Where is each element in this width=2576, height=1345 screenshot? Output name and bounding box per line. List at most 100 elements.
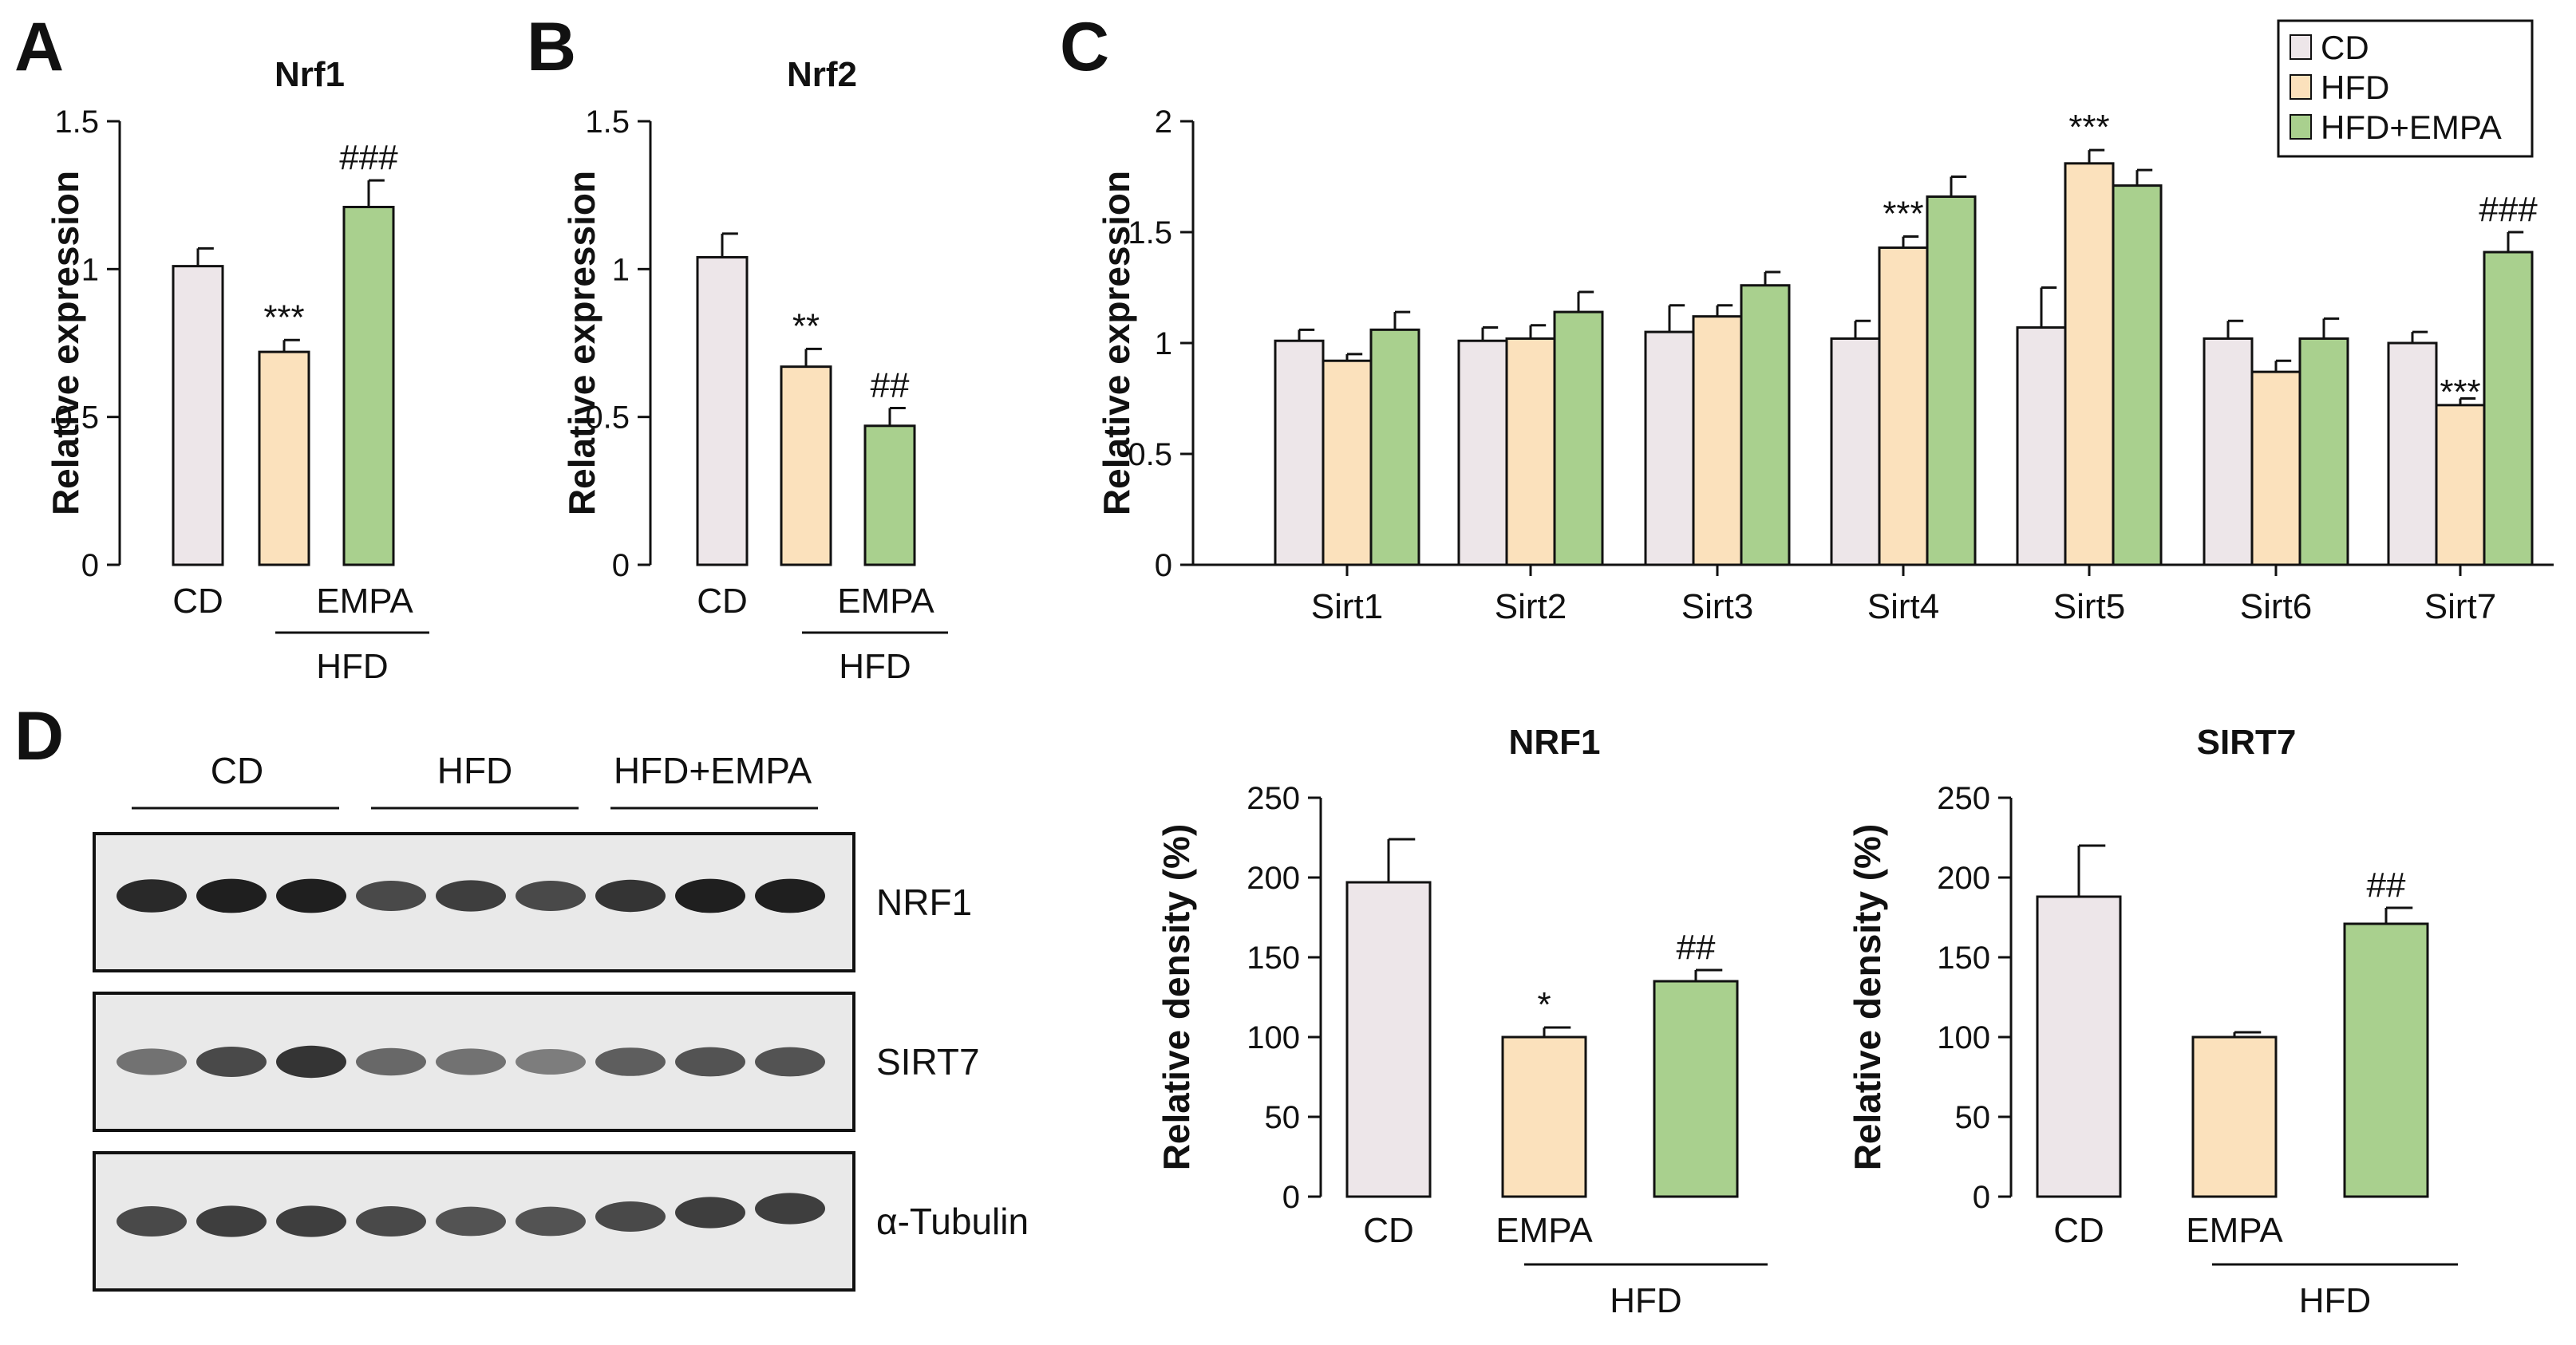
blot-band xyxy=(196,1205,267,1237)
blot-band xyxy=(675,878,745,913)
panel-d2-y-tick-label: 100 xyxy=(1937,1020,1990,1055)
blot-band xyxy=(436,880,506,912)
panel-c-bar-sirt1-hfd-empa xyxy=(1369,328,1420,566)
panel-c-y-tick-label: 0.5 xyxy=(1128,437,1172,472)
panel-d1-bar-hfd-empa xyxy=(1653,980,1739,1198)
panel-c-bar-sirt7-hfd xyxy=(2435,404,2486,566)
blot-band xyxy=(516,1049,586,1075)
blot-band xyxy=(675,1197,745,1229)
panel-b-title: Nrf2 xyxy=(787,55,857,94)
panel-a-nrf1-chart: 0 0.5 1 1.5 Relative expression A Nrf1 CD *** ###… xyxy=(14,9,429,686)
panel-a-group-label: HFD xyxy=(316,647,388,686)
panel-a-x-tick-label: CD xyxy=(172,582,223,621)
blot-group-label-hfd-empa: HFD+EMPA xyxy=(614,750,812,791)
panel-d1-title: NRF1 xyxy=(1509,723,1601,762)
panel-c-y-tick-label: 1 xyxy=(1155,326,1172,361)
blot-band xyxy=(436,1048,506,1075)
blot-band xyxy=(196,878,267,913)
legend-swatch-hfd xyxy=(2290,74,2312,100)
panel-a-bar-cd xyxy=(172,265,224,566)
panel-d1-bar-cd xyxy=(1345,881,1432,1198)
panel-d2-y-tick-label: 200 xyxy=(1937,861,1990,896)
panel-d2-y-tick-label: 250 xyxy=(1937,781,1990,816)
panel-d-sirt7-density-chart: 0 50 100 150 200 250 Relative density (%) SIRT7… xyxy=(1847,723,2458,1320)
blot-band xyxy=(117,879,187,913)
panel-b-sig-label: ## xyxy=(871,366,910,405)
panel-c-y-tick-label: 1.5 xyxy=(1128,215,1172,250)
legend-label-hfd-empa: HFD+EMPA xyxy=(2321,108,2502,146)
blot-band xyxy=(356,881,426,911)
panel-b-bar-hfd xyxy=(780,365,832,566)
blot-band xyxy=(516,1206,586,1237)
panel-d1-bar-hfd xyxy=(1501,1035,1587,1198)
panel-d1-group-label: HFD xyxy=(1610,1281,1681,1320)
panel-c-bar-sirt7-hfd-empa xyxy=(2483,250,2534,566)
panel-a-title: Nrf1 xyxy=(275,55,345,94)
panel-d2-title: SIRT7 xyxy=(2197,723,2297,762)
panel-c-bar-sirt3-hfd xyxy=(1692,315,1743,566)
panel-c-x-tick-label: Sirt6 xyxy=(2240,587,2312,626)
panel-a-sig-label: *** xyxy=(263,298,304,337)
blot-band xyxy=(276,1205,346,1237)
panel-d2-bar-hfd xyxy=(2191,1035,2278,1198)
panel-a-y-axis-label: Relative expression xyxy=(45,171,86,515)
panel-c-bar-sirt5-hfd-empa xyxy=(2112,184,2163,566)
panel-d2-y-tick-label: 0 xyxy=(1973,1180,1990,1215)
blot-band xyxy=(196,1047,267,1077)
panel-c-bar-sirt6-hfd xyxy=(2250,370,2301,566)
panel-a-sig-label: ### xyxy=(339,138,398,177)
panel-c-x-tick-label: Sirt5 xyxy=(2053,587,2125,626)
panel-c-bar-sirt3-hfd-empa xyxy=(1740,284,1791,566)
panel-c-bar-sirt5-cd xyxy=(2016,326,2067,566)
panel-b-x-tick-label: EMPA xyxy=(837,582,934,621)
legend-label-hfd: HFD xyxy=(2321,69,2389,106)
panel-c-letter: C xyxy=(1060,9,1109,85)
panel-d1-x-tick-label: CD xyxy=(1363,1211,1414,1250)
panel-c-bar-sirt6-hfd-empa xyxy=(2298,337,2349,566)
blot-band xyxy=(117,1206,187,1237)
panel-c-bar-sirt1-cd xyxy=(1274,339,1325,566)
panel-c-sig-label: *** xyxy=(2440,373,2480,412)
panel-d1-y-tick-label: 200 xyxy=(1247,861,1300,896)
panel-c-y-axis-label: Relative expression xyxy=(1096,171,1137,515)
panel-c-bar-sirt4-cd xyxy=(1830,337,1881,566)
panel-c-y-tick-label: 0 xyxy=(1155,548,1172,583)
panel-c-bar-sirt2-hfd xyxy=(1505,337,1556,566)
blot-group-label-hfd: HFD xyxy=(437,750,513,791)
panel-c-x-tick-label: Sirt7 xyxy=(2424,587,2496,626)
panel-c-bar-sirt4-hfd xyxy=(1878,246,1929,566)
panel-c-y-tick-label: 2 xyxy=(1155,105,1172,140)
legend-box xyxy=(2277,19,2534,158)
panel-c-sirt-chart: 0 0.5 1 1.5 2 Relative expression C Sirt1 Sirt2 S… xyxy=(1060,9,2554,626)
blot-band xyxy=(276,878,346,913)
blot-band xyxy=(755,1193,825,1225)
panel-d1-sig-label: * xyxy=(1537,985,1551,1024)
panel-c-x-tick-label: Sirt2 xyxy=(1495,587,1567,626)
panel-b-sig-label: ** xyxy=(792,306,820,345)
panel-a-bar-hfd-empa xyxy=(342,205,395,566)
panel-d2-bar-cd xyxy=(2036,895,2122,1198)
blot-band xyxy=(755,878,825,913)
panel-b-y-axis-label: Relative expression xyxy=(561,171,603,515)
blot-band xyxy=(595,879,666,913)
panel-letter-d: D xyxy=(14,698,64,775)
panel-a-y-tick-label: 1.5 xyxy=(54,105,99,140)
panel-d2-x-tick-label: CD xyxy=(2053,1211,2104,1250)
legend: CD HFD HFD+EMPA xyxy=(2277,19,2534,158)
panel-d1-sig-label: ## xyxy=(1677,928,1716,967)
blot-row-label: SIRT7 xyxy=(876,1041,980,1083)
blot-band xyxy=(276,1045,346,1079)
panel-c-x-tick-label: Sirt4 xyxy=(1867,587,1939,626)
panel-d2-x-tick-label: EMPA xyxy=(2186,1211,2283,1250)
panel-b-y-tick-label: 0.5 xyxy=(585,400,630,436)
panel-c-sig-label: *** xyxy=(2068,108,2109,147)
blot-row-label: α-Tubulin xyxy=(876,1201,1029,1242)
blot-band xyxy=(675,1047,745,1077)
panel-c-bar-sirt2-hfd-empa xyxy=(1553,310,1604,566)
blot-row-label: NRF1 xyxy=(876,882,972,923)
panel-b-group-label: HFD xyxy=(839,647,911,686)
blot-band xyxy=(595,1201,666,1232)
panel-d1-y-tick-label: 250 xyxy=(1247,781,1300,816)
panel-d2-y-tick-label: 50 xyxy=(1955,1100,1991,1135)
panel-a-x-tick-label: EMPA xyxy=(316,582,413,621)
